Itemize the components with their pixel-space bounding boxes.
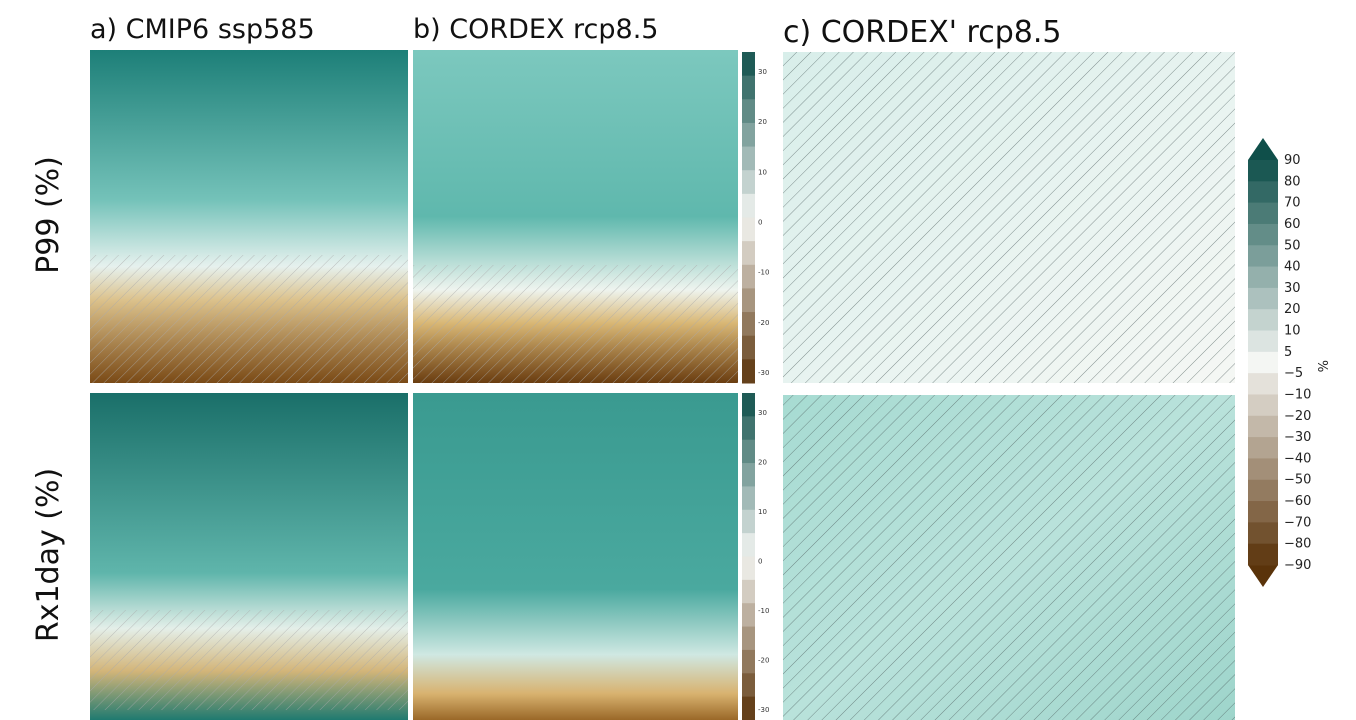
colorbar-cap [1248, 565, 1278, 587]
colorbar-bin [742, 147, 755, 171]
colorbar-cap [1248, 138, 1278, 160]
colorbar-bin [742, 486, 755, 510]
colorbar-label: 90 [1284, 153, 1301, 168]
colorbar-label: 30 [758, 68, 767, 76]
colorbar-label: -30 [758, 369, 769, 377]
colorbar-bin [1248, 203, 1278, 225]
colorbar-bin [742, 312, 755, 336]
colorbar-label: −60 [1284, 494, 1311, 509]
panel-title: a) CMIP6 ssp585 [90, 14, 315, 45]
colorbar-label: 20 [1284, 302, 1301, 317]
row-label: Rx1day (%) [31, 468, 66, 642]
colorbar-bin [1248, 309, 1278, 331]
colorbar-label: -30 [758, 706, 769, 714]
colorbar-label: −90 [1284, 558, 1311, 573]
colorbar-label: -10 [758, 607, 769, 615]
colorbar-bin [742, 393, 755, 417]
colorbar-label: −40 [1284, 451, 1311, 466]
colorbar-bin [742, 533, 755, 557]
colorbar-bin [1248, 245, 1278, 267]
colorbar-bin [742, 510, 755, 534]
colorbar-bin [742, 557, 755, 581]
colorbar-bin [1248, 501, 1278, 523]
colorbar-bin [1248, 416, 1278, 438]
colorbar-bin [742, 580, 755, 604]
colorbar-bin [1248, 224, 1278, 246]
colorbar-bin [1248, 181, 1278, 203]
colorbar-bin [742, 99, 755, 123]
colorbar-bin [742, 241, 755, 265]
map [413, 393, 738, 720]
colorbar-label: 30 [1284, 281, 1301, 296]
colorbar-label: -20 [758, 657, 769, 665]
colorbar-bin [1248, 394, 1278, 416]
colorbar-bin [742, 463, 755, 487]
colorbar-label: 20 [758, 118, 767, 126]
colorbar-label: −20 [1284, 409, 1311, 424]
colorbar-bin [742, 336, 755, 360]
hatching [783, 395, 1235, 720]
colorbar-bin [1248, 267, 1278, 289]
colorbar-label: 40 [1284, 260, 1301, 275]
colorbar-unit: % [1314, 360, 1329, 372]
colorbar-label: 20 [758, 459, 767, 467]
colorbar-label: 5 [1284, 345, 1292, 360]
hatching [413, 265, 738, 383]
colorbar-label: −80 [1284, 537, 1311, 552]
colorbar-bin [742, 650, 755, 674]
colorbar-bin [1248, 160, 1278, 182]
colorbar-bin [1248, 458, 1278, 480]
colorbar-bin [1248, 331, 1278, 353]
colorbar-label: −10 [1284, 387, 1311, 402]
colorbar-label: 70 [1284, 196, 1301, 211]
hatching [90, 255, 408, 383]
colorbar-bin [742, 288, 755, 312]
colorbar-label: -20 [758, 319, 769, 327]
colorbar-bin [742, 440, 755, 464]
colorbar-bin [1248, 437, 1278, 459]
colorbar-bin [742, 603, 755, 627]
colorbar-bin [1248, 522, 1278, 544]
colorbar-bin [742, 673, 755, 697]
colorbar-bin [742, 52, 755, 76]
colorbar-bin [742, 416, 755, 440]
colorbar-label: 10 [1284, 324, 1301, 339]
colorbar-label: 0 [758, 558, 762, 566]
colorbar-bin [742, 194, 755, 218]
colorbar-bin [742, 627, 755, 651]
colorbar-bin [1248, 288, 1278, 310]
colorbar-bin [742, 123, 755, 147]
colorbar-bin [742, 697, 755, 720]
colorbar-label: −70 [1284, 515, 1311, 530]
colorbar-bin [1248, 352, 1278, 374]
colorbar-bin [1248, 373, 1278, 395]
colorbar-label: 50 [1284, 238, 1301, 253]
hatching [90, 610, 408, 710]
colorbar-bin [742, 359, 755, 383]
colorbar-label: 0 [758, 219, 762, 227]
colorbar-bin [742, 170, 755, 194]
colorbar-label: −50 [1284, 473, 1311, 488]
colorbar-label: −5 [1284, 366, 1303, 381]
colorbar-label: -10 [758, 269, 769, 277]
colorbar-label: 30 [758, 409, 767, 417]
colorbar-label: 10 [758, 508, 767, 516]
panel-title: c) CORDEX' rcp8.5 [783, 15, 1061, 50]
colorbar-bin [1248, 544, 1278, 566]
figure: a) CMIP6 ssp585 b) CORDEX rcp8.5 c) CORD… [0, 0, 1356, 720]
hatching [783, 52, 1235, 383]
panel-title: b) CORDEX rcp8.5 [413, 14, 658, 45]
colorbar-label: 60 [1284, 217, 1301, 232]
colorbar-label: −30 [1284, 430, 1311, 445]
colorbar-bin [742, 76, 755, 100]
colorbar-bin [1248, 480, 1278, 502]
colorbar-label: 10 [758, 168, 767, 176]
colorbar-bin [742, 265, 755, 289]
colorbar-label: 80 [1284, 174, 1301, 189]
row-label: P99 (%) [31, 156, 66, 274]
colorbar-bin [742, 218, 755, 242]
